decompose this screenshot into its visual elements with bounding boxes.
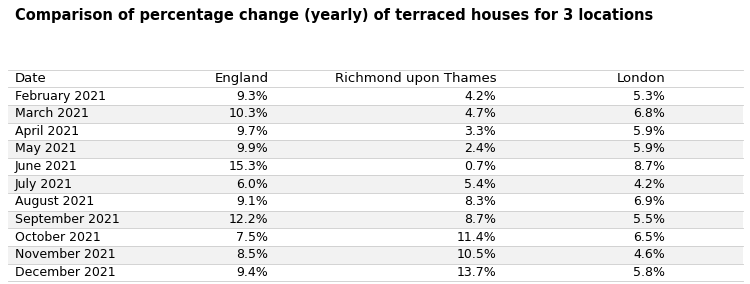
Text: 9.4%: 9.4%	[237, 266, 268, 279]
Text: 15.3%: 15.3%	[229, 160, 268, 173]
FancyBboxPatch shape	[8, 193, 742, 211]
Text: 6.0%: 6.0%	[236, 178, 268, 191]
FancyBboxPatch shape	[8, 140, 742, 158]
Text: 7.5%: 7.5%	[236, 231, 268, 244]
FancyBboxPatch shape	[8, 246, 742, 264]
Text: 4.2%: 4.2%	[634, 178, 665, 191]
Text: 5.9%: 5.9%	[634, 143, 665, 155]
Text: 5.8%: 5.8%	[633, 266, 665, 279]
FancyBboxPatch shape	[8, 158, 742, 176]
Text: 6.5%: 6.5%	[634, 231, 665, 244]
Text: July 2021: July 2021	[15, 178, 73, 191]
Text: August 2021: August 2021	[15, 195, 94, 208]
Text: 5.3%: 5.3%	[634, 89, 665, 103]
FancyBboxPatch shape	[8, 228, 742, 246]
Text: September 2021: September 2021	[15, 213, 119, 226]
Text: 11.4%: 11.4%	[457, 231, 497, 244]
Text: London: London	[616, 72, 665, 85]
FancyBboxPatch shape	[8, 122, 742, 140]
Text: 9.1%: 9.1%	[237, 195, 268, 208]
Text: May 2021: May 2021	[15, 143, 76, 155]
Text: Comparison of percentage change (yearly) of terraced houses for 3 locations: Comparison of percentage change (yearly)…	[15, 9, 653, 23]
Text: December 2021: December 2021	[15, 266, 116, 279]
Text: 10.3%: 10.3%	[229, 107, 268, 120]
Text: 9.3%: 9.3%	[237, 89, 268, 103]
Text: Date: Date	[15, 72, 46, 85]
Text: 5.9%: 5.9%	[634, 125, 665, 138]
Text: 12.2%: 12.2%	[229, 213, 268, 226]
Text: 8.7%: 8.7%	[633, 160, 665, 173]
Text: Richmond upon Thames: Richmond upon Thames	[334, 72, 496, 85]
Text: 4.7%: 4.7%	[464, 107, 496, 120]
Text: 0.7%: 0.7%	[464, 160, 496, 173]
Text: 4.6%: 4.6%	[634, 248, 665, 261]
FancyBboxPatch shape	[8, 87, 742, 105]
Text: November 2021: November 2021	[15, 248, 116, 261]
Text: April 2021: April 2021	[15, 125, 79, 138]
Text: 5.5%: 5.5%	[633, 213, 665, 226]
Text: 8.3%: 8.3%	[464, 195, 496, 208]
Text: 9.9%: 9.9%	[237, 143, 268, 155]
Text: England: England	[214, 72, 268, 85]
Text: 3.3%: 3.3%	[464, 125, 496, 138]
FancyBboxPatch shape	[8, 211, 742, 228]
FancyBboxPatch shape	[8, 264, 742, 281]
Text: 8.7%: 8.7%	[464, 213, 496, 226]
Text: 8.5%: 8.5%	[236, 248, 268, 261]
FancyBboxPatch shape	[8, 176, 742, 193]
FancyBboxPatch shape	[8, 105, 742, 122]
Text: 5.4%: 5.4%	[464, 178, 496, 191]
Text: 10.5%: 10.5%	[457, 248, 497, 261]
Text: 4.2%: 4.2%	[464, 89, 496, 103]
Text: 13.7%: 13.7%	[457, 266, 497, 279]
Text: 6.9%: 6.9%	[634, 195, 665, 208]
Text: 9.7%: 9.7%	[236, 125, 268, 138]
Text: October 2021: October 2021	[15, 231, 100, 244]
Text: 2.4%: 2.4%	[464, 143, 496, 155]
Text: March 2021: March 2021	[15, 107, 88, 120]
Text: June 2021: June 2021	[15, 160, 77, 173]
Text: February 2021: February 2021	[15, 89, 106, 103]
Text: 6.8%: 6.8%	[634, 107, 665, 120]
